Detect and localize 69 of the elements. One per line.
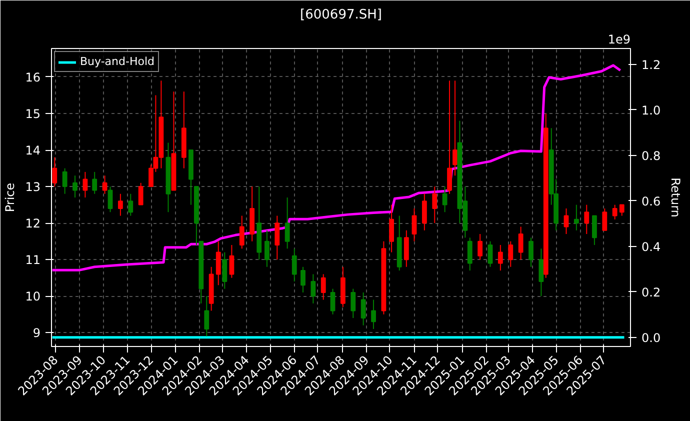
- y2-tick-label: 0.6: [642, 194, 661, 208]
- candlestick: [204, 296, 210, 337]
- candlestick: [284, 197, 290, 250]
- y-tick-label: 15: [25, 107, 41, 122]
- y2-tick-label: 0.2: [642, 285, 661, 300]
- candlestick: [118, 193, 123, 216]
- y-tick-label: 12: [25, 216, 41, 231]
- candlestick: [447, 80, 452, 194]
- candlestick: [108, 186, 113, 213]
- candlestick: [467, 237, 472, 272]
- candlestick: [82, 171, 88, 198]
- candlestick: [330, 288, 336, 315]
- y-axis-title: Price: [3, 182, 18, 212]
- y-tick-label: 9: [32, 326, 41, 340]
- legend-label: Buy-and-Hold: [80, 55, 155, 68]
- candlestick: [574, 204, 579, 231]
- candlestick: [584, 204, 590, 235]
- candlestick: [602, 208, 608, 231]
- y2-axis-title: Return: [668, 178, 683, 218]
- candlestick: [320, 274, 326, 300]
- candlestick: [371, 299, 376, 330]
- candlestick: [538, 248, 544, 297]
- candlestick: [404, 230, 409, 268]
- text: 1e9: [608, 32, 631, 46]
- y2-tick-label: 1.2: [642, 58, 661, 72]
- y2-tick-label: 0.0: [642, 330, 661, 345]
- candlestick: [128, 193, 134, 216]
- candlestick: [264, 230, 270, 268]
- candlestick: [442, 186, 448, 213]
- candlestick: [564, 208, 569, 235]
- candlestick: [310, 274, 316, 304]
- y2-tick-label: 0.4: [642, 240, 661, 254]
- candlestick: [239, 215, 244, 250]
- candlestick: [422, 193, 427, 231]
- y-tick-label: 13: [25, 180, 41, 194]
- y-tick-label: 10: [25, 290, 41, 304]
- candlestick: [72, 175, 78, 198]
- y-tick-label: 16: [25, 70, 41, 84]
- candlestick: [498, 244, 503, 272]
- y-tick-label: 11: [25, 253, 41, 268]
- chart-title: [600697.SH]: [300, 8, 382, 22]
- candlestick: [592, 215, 597, 246]
- candlestick: [52, 156, 58, 188]
- y-tick-label: 14: [25, 144, 41, 158]
- candlestick: [274, 215, 280, 260]
- candlestick: [518, 226, 524, 260]
- candlestick: [478, 234, 483, 260]
- candlestick: [389, 204, 394, 253]
- candlestick: [222, 252, 228, 290]
- candlestick: [300, 266, 306, 293]
- y2-tick-label: 1.0: [642, 103, 661, 118]
- candlestick: [216, 240, 221, 286]
- y2-tick-label: 0.8: [642, 148, 661, 163]
- candlestick: [412, 208, 417, 242]
- candlestick: [432, 186, 438, 224]
- candlestick: [488, 240, 493, 268]
- candlestick: [62, 168, 68, 194]
- candlestick: [619, 204, 624, 216]
- candlestick: [350, 288, 356, 319]
- candlestick: [102, 175, 108, 194]
- candlestick: [508, 240, 514, 268]
- candlestick: [360, 292, 366, 326]
- candlestick: [292, 248, 297, 282]
- candlestick: [612, 204, 618, 220]
- candlestick: [92, 171, 98, 194]
- candlestick: [138, 182, 144, 206]
- candlestick: [452, 80, 458, 176]
- candlestick: [229, 244, 234, 278]
- candlestick: [528, 237, 534, 268]
